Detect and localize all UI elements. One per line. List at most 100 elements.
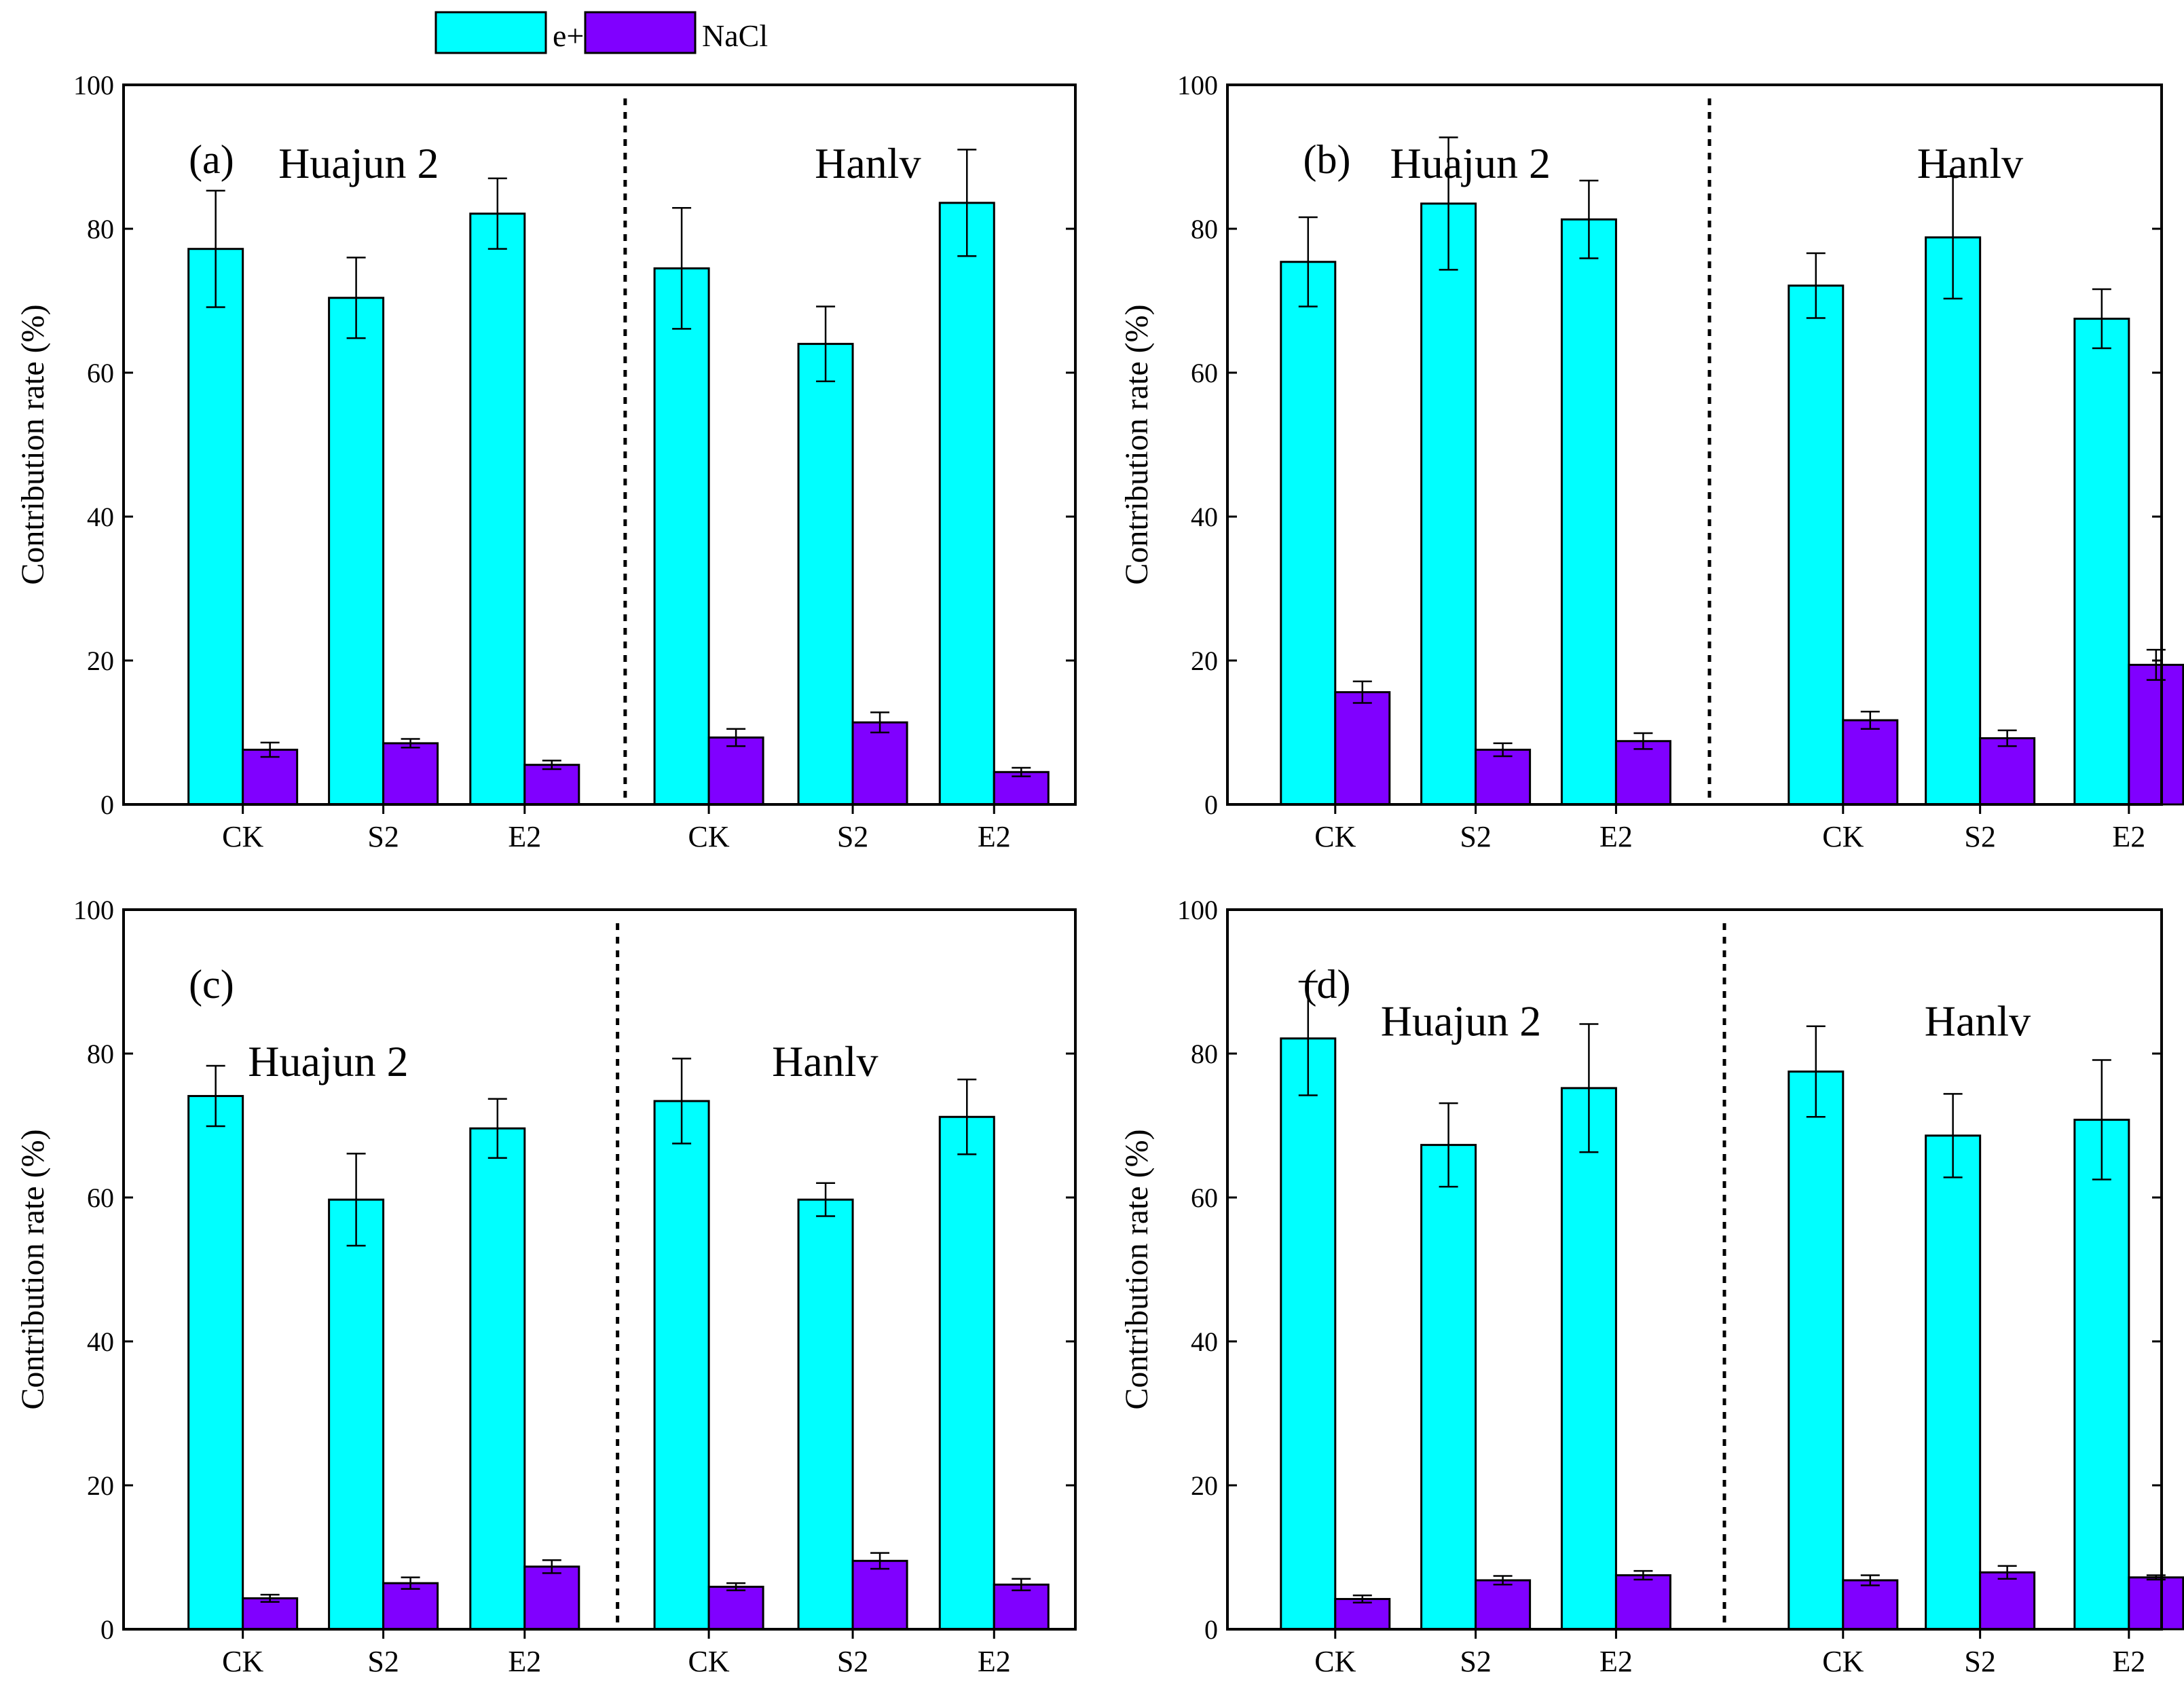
bar-nacl [1614,740,1671,806]
bar-nacl [523,1565,580,1631]
bar-ed [1420,1144,1477,1631]
group-title: Huajun 2 [248,1037,408,1085]
bar-ed [1925,1134,1982,1631]
x-tick-label: CK [688,1645,730,1678]
y-tick-label: 40 [1191,1326,1218,1357]
x-tick-label: E2 [978,1645,1011,1678]
y-tick-label: 0 [1204,789,1218,820]
group-title: Huajun 2 [278,139,439,187]
group-title: Hanlv [1925,997,2031,1045]
bar-ed [797,343,854,806]
y-tick-label: 0 [100,789,114,820]
panels: 0 20 40 60 80 100 Contribution rate (%) CK S2 E2 H… [15,70,2184,1678]
bar-ed [2073,318,2130,806]
bar-ed [1788,284,1845,806]
bar-nacl [1475,748,1532,806]
y-tick-label: 80 [1191,1039,1218,1069]
y-axis-label: Contribution rate (%) [1119,1129,1155,1409]
bar-nacl [1979,1571,2036,1631]
bar-ed [1280,261,1337,806]
x-tick-label: S2 [1964,1645,1995,1678]
panel-b: 0 20 40 60 80 100 Contribution rate (%) CK S2 E2 H… [1119,70,2184,853]
bar-ed [328,1198,385,1631]
bar-nacl [851,1559,908,1631]
y-axis-label: Contribution rate (%) [15,1129,51,1409]
plot-frame [1226,83,2163,806]
y-tick-label: 60 [1191,358,1218,388]
bar-nacl [707,1585,764,1631]
x-tick-label: CK [688,820,730,853]
x-tick-label: E2 [1599,820,1633,853]
y-tick-label: 80 [87,214,114,244]
legend-swatch-2 [584,11,697,54]
y-tick-label: 80 [87,1039,114,1069]
panel-d: 0 20 40 60 80 100 Contribution rate (%) CK S2 E2 H… [1119,895,2184,1678]
x-tick-label: E2 [2112,1645,2145,1678]
y-tick-label: 0 [100,1614,114,1645]
y-tick-label: 40 [1191,502,1218,532]
bar-nacl [1334,691,1391,806]
x-tick-label: CK [222,1645,263,1678]
bar-nacl [1842,719,1899,806]
bar-nacl [242,1597,299,1631]
y-tick-label: 40 [87,502,114,532]
bar-nacl [523,764,580,806]
group-title: Hanlv [772,1037,878,1085]
x-tick-label: E2 [508,820,541,853]
y-tick-label: 40 [87,1326,114,1357]
y-tick-label: 100 [1177,70,1218,100]
x-tick-label: CK [1314,820,1356,853]
x-tick-label: S2 [1964,820,1995,853]
y-tick-label: 0 [1204,1614,1218,1645]
y-tick-label: 20 [87,1470,114,1501]
bar-ed [1280,1037,1337,1631]
bar-ed [938,1115,995,1631]
y-axis-label: Contribution rate (%) [15,304,51,584]
x-tick-label: E2 [508,1645,541,1678]
bar-ed [469,1127,526,1631]
bar-ed [1788,1071,1845,1631]
x-tick-label: CK [1822,820,1864,853]
bar-nacl [1475,1579,1532,1631]
bar-ed [1420,202,1477,806]
bar-nacl [2128,1576,2184,1631]
panel-label: (b) [1303,137,1351,182]
group-title: Huajun 2 [1390,139,1551,187]
x-tick-label: S2 [1460,820,1491,853]
bar-ed [797,1198,854,1631]
bar-ed [1560,218,1617,806]
panel-a: 0 20 40 60 80 100 Contribution rate (%) CK S2 E2 H… [15,70,1077,853]
bar-nacl [1842,1579,1899,1631]
x-tick-label: E2 [1599,1645,1633,1678]
plot-frame [122,83,1077,806]
bar-nacl [1614,1574,1671,1631]
bar-ed [469,212,526,806]
bar-ed [187,1095,244,1631]
y-tick-label: 80 [1191,214,1218,244]
bar-nacl [382,742,439,806]
bar-nacl [707,736,764,806]
plot-frame [1226,908,2163,1631]
x-tick-label: S2 [1460,1645,1491,1678]
bar-nacl [242,748,299,806]
x-tick-label: S2 [837,1645,868,1678]
y-tick-label: 60 [1191,1183,1218,1213]
bar-ed [653,1100,710,1631]
group-title: Huajun 2 [1381,997,1541,1045]
y-tick-label: 20 [87,646,114,676]
y-tick-label: 100 [1177,895,1218,925]
bar-nacl [993,1583,1050,1631]
bar-ed [1560,1087,1617,1631]
x-tick-label: S2 [367,820,399,853]
bar-nacl [2128,663,2184,806]
legend-swatch-1 [434,11,547,54]
group-title: Hanlv [815,139,921,187]
bar-ed [2073,1119,2130,1631]
bar-nacl [382,1582,439,1631]
panel-label: (a) [189,137,234,182]
panel-c: 0 20 40 60 80 100 Contribution rate (%) CK S2 E2 H… [15,895,1077,1678]
x-tick-label: CK [1822,1645,1864,1678]
x-tick-label: E2 [978,820,1011,853]
y-tick-label: 20 [1191,1470,1218,1501]
bar-ed [938,202,995,806]
